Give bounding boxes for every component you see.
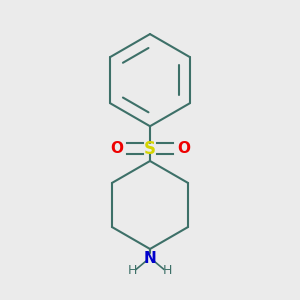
Text: O: O [177, 141, 190, 156]
Text: O: O [110, 141, 123, 156]
Text: H: H [163, 264, 172, 277]
Text: N: N [144, 251, 156, 266]
Text: H: H [128, 264, 137, 277]
Text: S: S [144, 140, 156, 158]
